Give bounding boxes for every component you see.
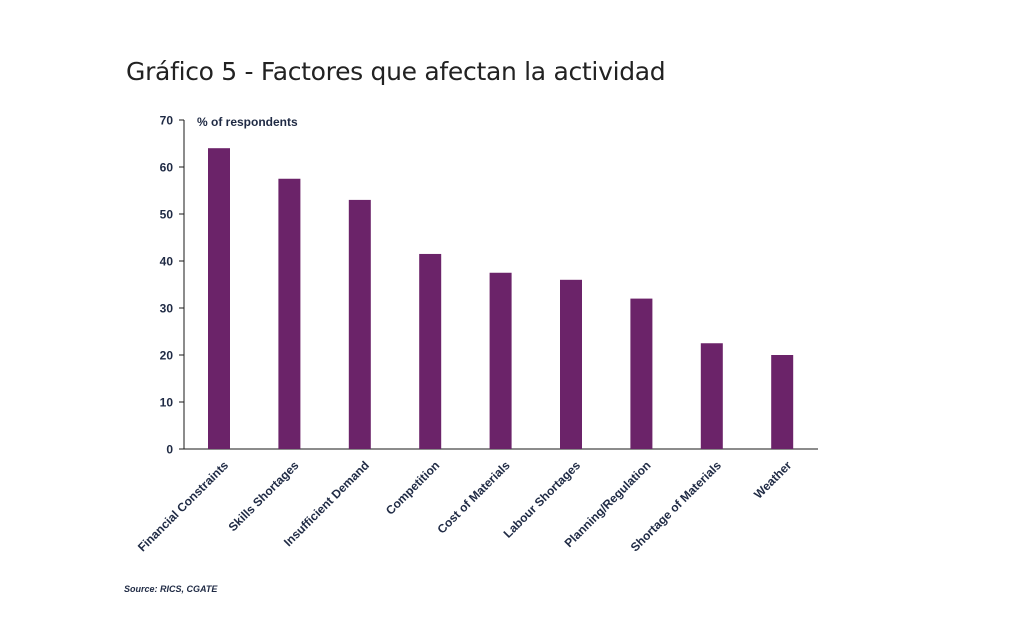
x-tick-label: Cost of Materials — [434, 458, 512, 536]
y-tick-label: 40 — [160, 255, 174, 269]
y-tick-label: 50 — [160, 208, 174, 222]
y-tick-label: 20 — [160, 349, 174, 363]
bar — [419, 253, 442, 449]
x-tick-label: Skills Shortages — [226, 458, 302, 534]
bar — [489, 272, 512, 449]
bar — [208, 148, 230, 449]
bar — [348, 199, 371, 449]
y-axis-label: % of respondents — [197, 115, 298, 129]
x-tick-label: Weather — [751, 458, 794, 501]
x-tick-label: Labour Shortages — [501, 458, 584, 541]
source-note: Source: RICS, CGATE — [124, 584, 218, 594]
y-tick-label: 10 — [160, 396, 174, 410]
y-tick-label: 0 — [166, 443, 173, 457]
y-tick-label: 60 — [160, 161, 174, 175]
bar — [700, 343, 723, 449]
bar — [278, 178, 301, 449]
y-tick-label: 30 — [160, 302, 174, 316]
chart-title: Gráfico 5 - Factores que afectan la acti… — [126, 57, 666, 86]
bar — [560, 279, 582, 449]
x-tick-label: Competition — [383, 458, 442, 517]
bar — [771, 355, 794, 449]
bars — [208, 148, 794, 449]
x-tick-label: Financial Constraints — [135, 458, 231, 554]
bar — [630, 298, 653, 449]
y-tick-label: 70 — [160, 114, 174, 128]
